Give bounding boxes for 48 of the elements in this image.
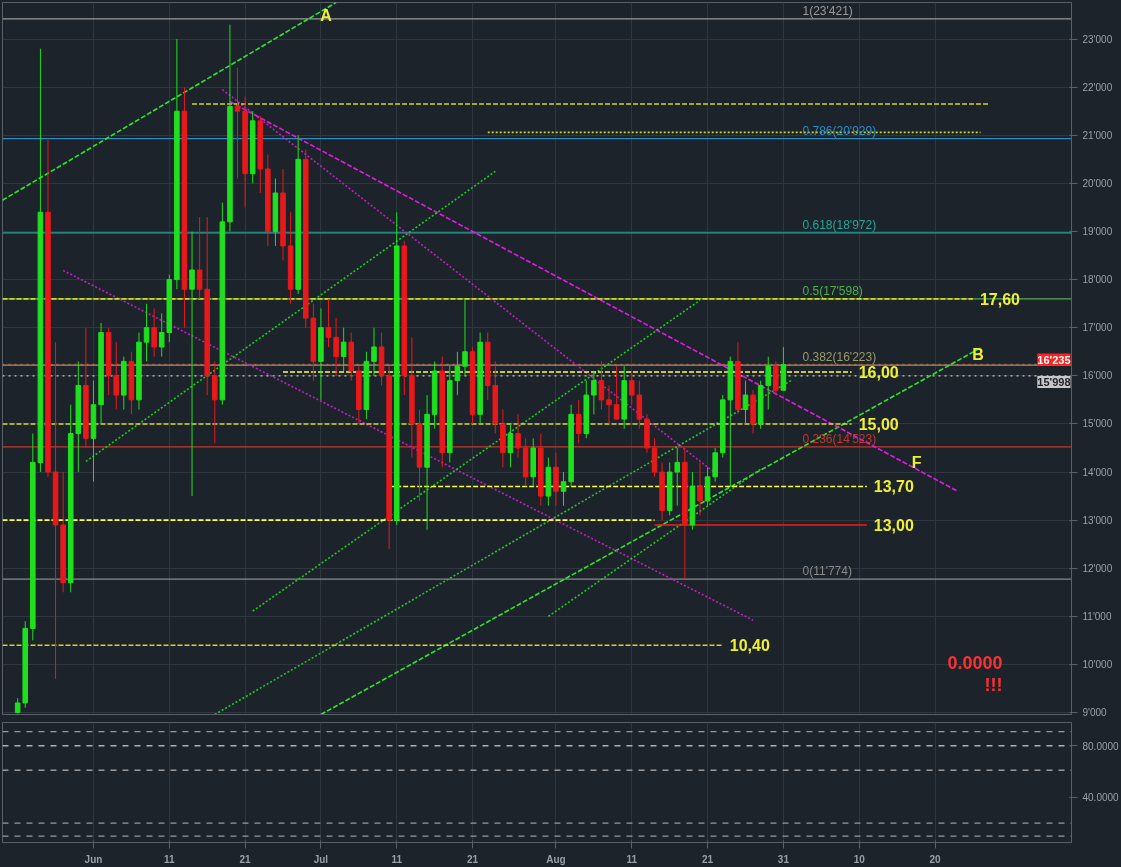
annotation: 13,00 bbox=[873, 516, 914, 534]
ref-line-label: 1(23'421) bbox=[802, 3, 853, 18]
y-tick-label: 22'000 bbox=[1082, 81, 1113, 93]
ref-line-label: 0(11'774) bbox=[802, 564, 852, 579]
annotation: F bbox=[911, 454, 922, 472]
x-tick-label: 21 bbox=[239, 853, 252, 865]
y-tick-label: 18'000 bbox=[1082, 274, 1113, 286]
annotation: 13,70 bbox=[873, 478, 914, 496]
annotation: 17,60 bbox=[979, 290, 1021, 308]
annotation: 0.0000 bbox=[947, 652, 1003, 673]
y-tick-label: 19'000 bbox=[1082, 225, 1113, 237]
ref-line-label: 0.618(18'972) bbox=[802, 217, 877, 232]
y-tick-label: 9'000 bbox=[1082, 707, 1108, 719]
x-tick-label: 20 bbox=[929, 853, 942, 865]
y-tick-label: 14'000 bbox=[1082, 466, 1113, 478]
y-tick-label: 12'000 bbox=[1082, 562, 1113, 574]
x-tick-label: 31 bbox=[777, 853, 790, 865]
y-tick-label: 17'000 bbox=[1082, 322, 1113, 334]
y-tick-label: 13'000 bbox=[1082, 514, 1113, 526]
y-tick-label: 21'000 bbox=[1082, 129, 1113, 141]
y-tick-label: 20'000 bbox=[1082, 177, 1113, 189]
x-tick-label: Aug bbox=[546, 853, 566, 865]
x-tick-label: 10 bbox=[853, 853, 866, 865]
x-tick-label: Jun bbox=[84, 853, 103, 865]
ref-line-label: 15'998 bbox=[1037, 375, 1071, 388]
y-tick-label: 80.0000 bbox=[1082, 740, 1120, 752]
x-tick-label: 11 bbox=[164, 853, 176, 865]
ref-line-label: 0.5(17'598) bbox=[802, 283, 863, 298]
y-tick-label: 10'000 bbox=[1082, 658, 1113, 670]
ref-line-label: 0.382(16'223) bbox=[802, 350, 877, 365]
x-tick-label: 11 bbox=[626, 853, 638, 865]
x-tick-label: 21 bbox=[702, 853, 714, 865]
annotation: !!! bbox=[984, 674, 1003, 695]
x-tick-label: 11 bbox=[391, 853, 403, 865]
annotation: 10,40 bbox=[729, 637, 770, 655]
annotation: B bbox=[972, 345, 984, 363]
y-tick-label: 40.0000 bbox=[1082, 792, 1120, 804]
y-tick-label: 23'000 bbox=[1082, 33, 1113, 45]
ref-line-label: 16'235 bbox=[1037, 353, 1071, 366]
y-tick-label: 15'000 bbox=[1082, 418, 1113, 430]
annotation: A bbox=[320, 6, 333, 24]
y-tick-label: 11'000 bbox=[1082, 610, 1112, 622]
annotation: 16,00 bbox=[858, 363, 899, 381]
ref-line-label: 0.786(20'929) bbox=[802, 123, 877, 138]
y-tick-label: 16'000 bbox=[1082, 370, 1113, 382]
x-tick-label: Jul bbox=[313, 853, 329, 865]
annotation: 15,00 bbox=[858, 415, 899, 433]
x-tick-label: 21 bbox=[467, 853, 479, 865]
